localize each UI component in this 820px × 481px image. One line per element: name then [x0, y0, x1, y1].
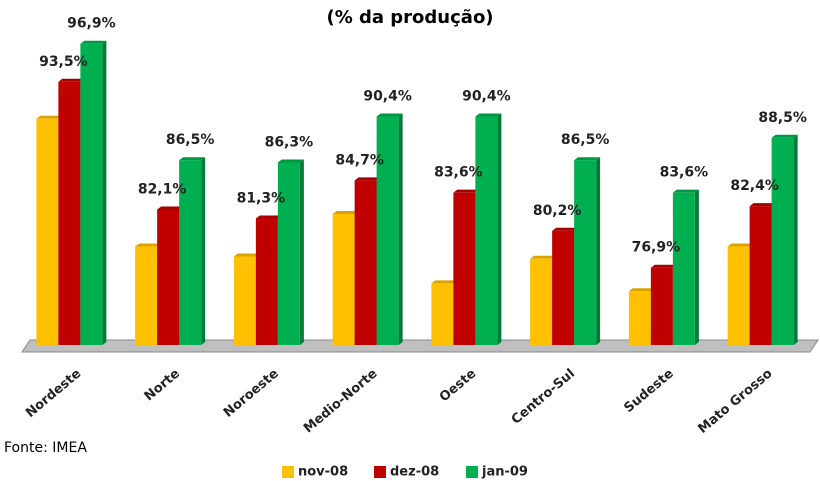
bar-top	[354, 177, 381, 181]
bar-top	[157, 206, 184, 210]
legend-swatch	[282, 466, 294, 478]
bar-top	[475, 113, 502, 117]
bar-top	[179, 157, 206, 161]
bar-top	[552, 227, 579, 231]
bar	[574, 160, 597, 345]
bar-top	[628, 288, 655, 292]
bar	[80, 43, 103, 345]
bar-side	[201, 157, 206, 345]
bar	[453, 192, 476, 345]
legend-label: nov-08	[298, 465, 348, 480]
bar	[354, 180, 377, 345]
value-label: 82,4%	[730, 178, 779, 194]
bar-top	[58, 78, 85, 82]
bar	[431, 283, 454, 345]
bar	[58, 81, 81, 346]
bar-top	[749, 203, 776, 207]
value-label: 90,4%	[363, 89, 412, 105]
bar-top	[672, 189, 699, 193]
bar	[277, 162, 300, 345]
legend-swatch	[374, 466, 386, 478]
bar-top	[431, 280, 458, 284]
value-label: 84,7%	[335, 152, 384, 168]
value-label: 86,5%	[561, 132, 610, 148]
value-label: 90,4%	[462, 89, 511, 105]
source: Fonte: IMEA	[4, 440, 87, 456]
bar	[255, 218, 278, 345]
x-tick-label: Norte	[142, 366, 183, 404]
x-tick-label: Medio-Norte	[301, 366, 381, 436]
bar	[672, 192, 695, 345]
bar	[475, 116, 498, 346]
chart-title: (% da produção)	[326, 7, 493, 28]
bar-side	[497, 113, 502, 346]
bar-side	[694, 189, 699, 345]
value-label: 88,5%	[758, 110, 807, 126]
bar-top	[727, 243, 754, 247]
bar	[36, 118, 59, 345]
bar	[628, 291, 651, 345]
bar-side	[596, 157, 601, 345]
bar-top	[650, 264, 677, 268]
bar-top	[530, 255, 557, 259]
x-tick-label: Mato Grosso	[695, 366, 775, 437]
value-label: 80,2%	[533, 203, 582, 219]
bar	[749, 206, 772, 345]
bar	[135, 246, 158, 345]
bar-top	[135, 243, 162, 247]
value-label: 83,6%	[660, 165, 709, 181]
bar-top	[233, 253, 260, 257]
bar-top	[80, 40, 107, 44]
legend-label: jan-09	[481, 465, 528, 480]
value-label: 96,9%	[67, 16, 116, 32]
bar	[157, 209, 180, 345]
x-tick-label: Oeste	[437, 366, 479, 405]
bar-side	[102, 40, 107, 345]
bar	[233, 256, 256, 345]
bar-top	[36, 115, 63, 119]
bar-side	[793, 134, 798, 345]
bar	[552, 230, 575, 345]
value-label: 81,3%	[237, 190, 286, 206]
bar-top	[574, 157, 601, 161]
bar	[332, 213, 355, 345]
bar-top	[376, 113, 403, 117]
value-label: 86,5%	[166, 132, 215, 148]
bar-top	[332, 210, 359, 214]
value-label: 93,5%	[39, 54, 88, 70]
value-label: 86,3%	[265, 134, 314, 150]
bar-top	[277, 159, 304, 163]
bar-side	[398, 113, 403, 346]
bar	[376, 116, 399, 346]
bar-top	[255, 215, 282, 219]
bar	[650, 267, 673, 345]
bar	[530, 258, 553, 345]
x-tick-label: Noroeste	[221, 366, 282, 421]
x-tick-label: Sudeste	[621, 366, 676, 416]
bar	[771, 137, 794, 345]
bar-top	[771, 134, 798, 138]
x-tick-label: Nordeste	[23, 366, 84, 421]
value-label: 83,6%	[434, 165, 483, 181]
bar	[179, 160, 202, 345]
bar-side	[299, 159, 304, 345]
bar	[727, 246, 750, 345]
x-tick-label: Centro-Sul	[509, 366, 578, 427]
legend-label: dez-08	[390, 465, 439, 480]
value-label: 82,1%	[138, 181, 187, 197]
bar-top	[453, 189, 480, 193]
legend-swatch	[466, 466, 478, 478]
value-label: 76,9%	[632, 240, 681, 256]
